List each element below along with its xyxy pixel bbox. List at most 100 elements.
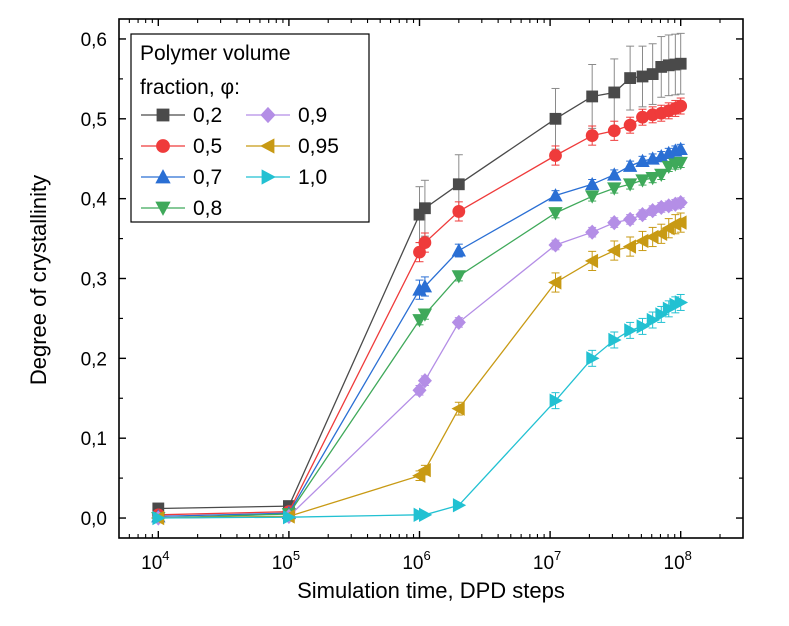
data-point [653,226,668,241]
data-point [452,205,466,218]
legend: Polymer volume fraction, φ: 0,2 0,5 0,7 0,8… [130,33,370,223]
data-point [607,124,621,138]
legend-marker [155,201,171,216]
y-tick-label: 0,1 [81,429,107,450]
data-point [585,224,600,240]
data-point [636,319,650,334]
data-point [548,275,562,290]
data-point [623,118,637,132]
data-point [673,195,688,211]
data-point [585,176,600,191]
series-circle [151,97,688,522]
data-point [451,401,465,416]
data-point [622,239,637,254]
data-point [623,211,638,228]
legend-marker [260,106,276,124]
axes-layer: 0,0 0,1 0,2 0,3 0,4 0,5 0,6 104 105 106 107 108 [81,19,743,574]
series-layer [150,32,689,526]
data-point [549,393,563,408]
data-point [584,253,599,269]
legend-entry: 1,0 [246,166,327,189]
y-tick-label: 0,4 [81,190,108,211]
data-point [608,332,622,348]
legend-label: 0,2 [193,104,222,127]
data-point [452,178,465,191]
data-point [585,190,600,204]
data-point [585,129,599,142]
series-triangle-down [151,156,688,526]
y-tick-label: 0,3 [81,270,107,291]
y-tick-label: 0,6 [81,30,107,51]
data-point [654,168,669,183]
legend-entry: 0,5 [141,135,222,158]
data-point [655,307,669,322]
legend-label: 0,8 [193,197,222,220]
data-point [548,207,563,221]
data-point [418,236,432,249]
legend-entry: 0,8 [141,197,222,220]
data-point [607,182,622,196]
data-point [586,90,599,103]
data-point [674,295,689,310]
legend-marker [156,108,170,122]
data-point [624,323,638,338]
y-tick-label: 0,0 [81,509,107,530]
legend-box [130,33,370,223]
legend-entry: 0,7 [141,166,222,189]
series-line [158,301,681,519]
data-point [549,112,562,125]
data-point [451,243,466,257]
data-point [152,510,166,526]
data-point [608,86,621,99]
x-axis-label: Simulation time, DPD steps [297,578,565,603]
legend-label: 0,7 [193,166,222,189]
data-point [451,270,466,284]
data-point [606,243,621,258]
data-point [636,70,649,83]
y-tick-label: 0,2 [81,349,107,370]
legend-title-line2: fraction, φ: [140,76,240,99]
legend-label: 0,9 [298,104,327,127]
y-axis-label: Degree of crystallinity [26,175,51,385]
data-point [646,68,659,80]
data-point [417,308,433,322]
series-triangle-right [152,293,689,526]
x-tick-label: 107 [533,548,561,574]
data-point [673,156,688,171]
data-point [417,373,432,389]
x-tick-label: 108 [664,548,692,574]
legend-marker [260,138,275,154]
data-point [451,314,466,331]
data-point [419,202,431,215]
legend-label: 0,5 [193,135,222,158]
data-point [548,188,563,202]
data-point [622,158,638,172]
data-point [674,99,688,113]
legend-label: 1,0 [298,166,327,189]
legend-entry: 0,2 [141,104,222,127]
data-point [646,312,660,328]
data-point [635,207,650,223]
data-point [417,462,431,478]
legend-entry: 0,95 [246,135,339,158]
data-point [417,279,433,293]
series-triangle-left [150,212,687,526]
data-point [673,141,688,156]
data-point [674,57,687,70]
legend-title-line1: Polymer volume [140,42,291,65]
data-point [607,167,622,181]
legend-entry: 0,9 [246,104,327,127]
data-point [412,382,427,398]
x-tick-label: 105 [272,548,300,574]
data-point [549,149,562,162]
data-point [645,171,660,186]
data-point [635,153,650,168]
data-point [452,498,467,513]
x-tick-label: 104 [141,548,169,574]
data-point [635,233,649,249]
x-tick-label: 106 [402,548,430,574]
y-tick-label: 0,5 [81,110,107,131]
data-point [283,510,297,525]
data-point [548,237,563,253]
